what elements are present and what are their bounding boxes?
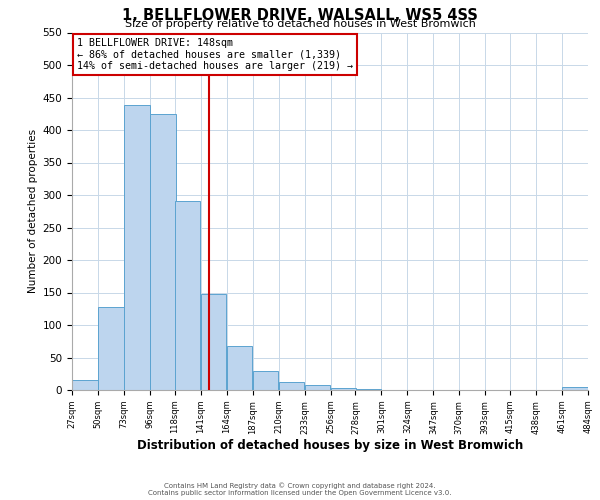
Bar (227, 346, 253, 390)
Text: Contains HM Land Registry data © Crown copyright and database right 2024.: Contains HM Land Registry data © Crown c… (164, 482, 436, 489)
Bar (331, 388, 356, 390)
Bar (175, 201, 200, 390)
Bar (279, 382, 304, 390)
Bar (124, 106, 149, 390)
X-axis label: Distribution of detached houses by size in West Bromwich: Distribution of detached houses by size … (137, 439, 523, 452)
Bar (150, 114, 176, 390)
Text: Size of property relative to detached houses in West Bromwich: Size of property relative to detached ho… (125, 19, 475, 29)
Text: 1 BELLFLOWER DRIVE: 148sqm
← 86% of detached houses are smaller (1,339)
14% of s: 1 BELLFLOWER DRIVE: 148sqm ← 86% of deta… (77, 38, 353, 71)
Bar (72, 380, 98, 390)
Bar (201, 294, 226, 390)
Bar (253, 371, 278, 390)
Y-axis label: Number of detached properties: Number of detached properties (28, 129, 38, 294)
Text: Contains public sector information licensed under the Open Government Licence v3: Contains public sector information licen… (148, 490, 452, 496)
Text: 1, BELLFLOWER DRIVE, WALSALL, WS5 4SS: 1, BELLFLOWER DRIVE, WALSALL, WS5 4SS (122, 8, 478, 22)
Bar (562, 387, 588, 390)
Bar (98, 307, 124, 390)
Bar (305, 386, 330, 390)
